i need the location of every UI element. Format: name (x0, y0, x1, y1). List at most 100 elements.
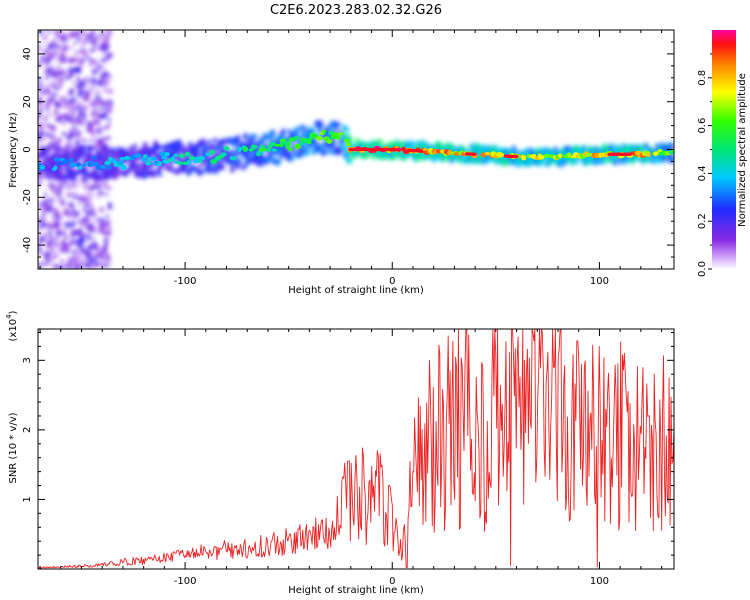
noise-blob (38, 253, 43, 256)
noise-blob (62, 243, 68, 248)
ridge-halo (601, 158, 607, 164)
noise-blob (51, 244, 56, 248)
ridge-halo (614, 158, 620, 166)
noise-blob (72, 134, 77, 138)
spectrogram-x-label: Height of straight line (km) (288, 285, 424, 296)
noise-blob (47, 223, 55, 228)
noise-blob (85, 212, 89, 215)
ridge-halo (99, 152, 105, 158)
ridge-point (497, 152, 505, 158)
noise-blob (88, 203, 94, 208)
noise-blob (46, 59, 52, 63)
noise-blob (75, 66, 82, 73)
noise-blob (80, 224, 87, 228)
noise-blob (102, 52, 107, 58)
noise-blob (91, 185, 96, 191)
ridge-point (62, 159, 69, 165)
snr-panel: -100 0 100 1 2 3 Height of straight line (km… (5, 310, 675, 596)
ridge-point (250, 144, 258, 150)
noise-blob (46, 184, 50, 189)
colorbar-gradient (712, 30, 736, 269)
noise-blob (92, 241, 98, 247)
noise-blob (57, 113, 63, 119)
ridge-point (281, 141, 288, 146)
noise-blob (106, 122, 112, 127)
ridge-halo (395, 139, 401, 145)
ridge-halo (206, 139, 212, 144)
noise-blob (101, 220, 107, 227)
ridge-halo (260, 140, 266, 145)
noise-blob (100, 58, 107, 63)
noise-blob (84, 192, 92, 199)
ridge-halo (83, 167, 89, 173)
noise-blob (98, 47, 105, 50)
noise-blob (50, 215, 58, 219)
noise-blob (60, 232, 67, 236)
noise-blob (43, 192, 48, 198)
snr-y-multiplier-close: ) (8, 310, 19, 314)
noise-blob (99, 77, 105, 80)
spectrogram-panel: -100 0 100 -40 -20 0 20 40 Height of straight … (8, 29, 675, 296)
noise-blob (64, 221, 72, 228)
noise-blob (55, 221, 60, 228)
figure-title: C2E6.2023.283.02.32.G26 (270, 3, 442, 18)
noise-blob (59, 198, 66, 201)
noise-blob (102, 266, 107, 269)
ridge-peak (393, 148, 398, 152)
ridge-point (69, 162, 77, 168)
noise-blob (58, 83, 64, 86)
noise-blob (98, 206, 105, 213)
ridge-point (306, 140, 312, 145)
ridge-point (100, 164, 106, 169)
ridge-point (220, 152, 227, 157)
noise-blob (82, 139, 88, 143)
y-tick-label: 20 (22, 95, 33, 108)
noise-blob (60, 106, 67, 110)
noise-blob (77, 88, 81, 93)
ridge-point (134, 153, 142, 158)
noise-blob (76, 140, 80, 146)
noise-blob (47, 66, 51, 70)
y-tick-label: 1 (22, 496, 33, 502)
ridge-point (96, 164, 102, 171)
ridge-point (294, 143, 301, 150)
ridge-point (106, 164, 112, 170)
noise-blob (105, 56, 110, 60)
noise-blob (91, 38, 95, 45)
ridge-point (521, 155, 527, 161)
x-tick-label: 0 (389, 576, 395, 587)
noise-blob (66, 192, 73, 198)
noise-blob (98, 82, 105, 86)
noise-blob (101, 181, 109, 185)
ridge-halo (250, 136, 256, 142)
ridge-halo (409, 139, 415, 146)
noise-blob (87, 181, 91, 187)
colorbar-tick-label: 0.6 (697, 118, 708, 134)
ridge-halo (670, 155, 674, 161)
ridge-point (237, 146, 242, 153)
noise-blob (83, 84, 89, 89)
ridge-point (157, 161, 163, 166)
noise-blob (66, 182, 72, 185)
noise-blob (97, 63, 101, 71)
noise-blob (93, 34, 97, 40)
ridge-point (184, 151, 191, 157)
ridge-halo (90, 145, 96, 151)
noise-blob (77, 200, 81, 208)
noise-blob (90, 113, 95, 119)
noise-blob (63, 211, 67, 217)
ridge-point (53, 156, 60, 162)
ridge-point (230, 156, 237, 161)
noise-blob (44, 106, 49, 110)
noise-blob (45, 228, 51, 235)
ridge-halo (335, 121, 341, 128)
noise-blob (61, 46, 67, 53)
noise-blob (79, 89, 87, 94)
ridge-halo (573, 157, 579, 166)
noise-blob (93, 85, 97, 92)
noise-blob (52, 55, 58, 60)
spectrogram-x-ticks: -100 0 100 (39, 30, 663, 287)
ridge-halo (331, 139, 337, 147)
noise-blob (103, 263, 109, 266)
